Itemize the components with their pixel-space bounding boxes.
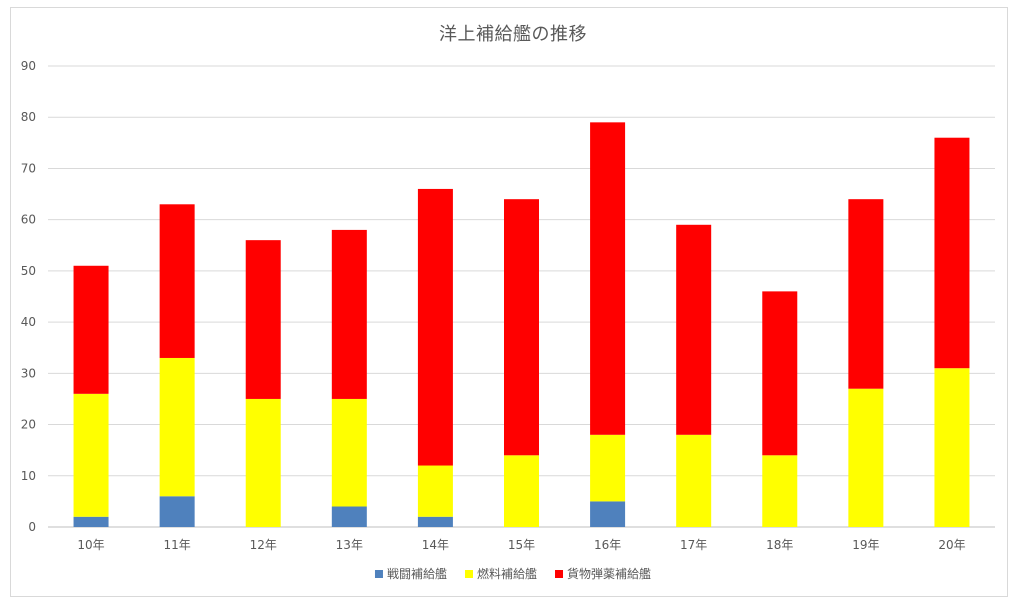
- x-tick-label: 17年: [680, 538, 707, 552]
- y-tick-label: 80: [21, 110, 36, 124]
- bar-segment: [417, 465, 453, 517]
- y-tick-label: 0: [28, 520, 36, 534]
- chart-title: 洋上補給艦の推移: [439, 24, 587, 45]
- bar-segment: [245, 240, 281, 399]
- bar-segment: [504, 455, 539, 527]
- bar-segment: [934, 137, 970, 369]
- x-tick-label: 18年: [766, 538, 793, 552]
- bar-segment: [331, 506, 367, 527]
- bar-segment: [417, 516, 453, 527]
- bar-segment: [676, 434, 712, 527]
- y-tick-label: 40: [21, 315, 36, 329]
- x-tick-label: 20年: [938, 538, 965, 552]
- x-tick-label: 14年: [422, 538, 449, 552]
- bar-segment: [159, 496, 195, 527]
- legend-item: 燃料補給艦: [464, 566, 537, 581]
- bar-segment: [73, 516, 109, 527]
- bar-segment: [762, 291, 798, 456]
- x-tick-label: 15年: [508, 538, 535, 552]
- y-tick-label: 60: [21, 213, 36, 227]
- x-axis-tick-labels: 10年 11年 12年 13年 14年 15年 16年 17年 18年 19年 20年: [77, 538, 965, 552]
- bar-segment: [676, 224, 712, 435]
- legend-item: 貨物弾薬補給艦: [555, 566, 651, 581]
- y-tick-label: 90: [21, 59, 36, 73]
- bar-segment: [73, 393, 109, 517]
- bar-segment: [590, 122, 626, 435]
- bar-segment: [848, 199, 884, 389]
- legend-label: 燃料補給艦: [477, 566, 537, 581]
- x-tick-label: 10年: [77, 538, 104, 552]
- bar-segment: [245, 398, 281, 527]
- y-tick-label: 10: [21, 469, 36, 483]
- legend-swatch: [374, 570, 383, 578]
- x-tick-label: 16年: [594, 538, 621, 552]
- legend-item: 戦闘補給艦: [374, 567, 447, 581]
- legend-label: 貨物弾薬補給艦: [567, 566, 651, 581]
- bar-segment: [331, 398, 367, 507]
- legend-label: 戦闘補給艦: [387, 567, 447, 581]
- bar-segment: [590, 434, 626, 502]
- legend-swatch: [464, 570, 473, 578]
- legend: 戦闘補給艦 燃料補給艦 貨物弾薬補給艦: [374, 566, 651, 581]
- bar-segment: [417, 188, 453, 466]
- y-tick-label: 30: [21, 366, 36, 380]
- x-tick-label: 12年: [250, 538, 277, 552]
- x-tick-label: 13年: [336, 538, 363, 552]
- bar-segment: [848, 388, 884, 527]
- y-tick-label: 20: [21, 418, 36, 432]
- x-tick-label: 19年: [852, 538, 879, 552]
- bar-segment: [73, 265, 109, 394]
- bar-segment: [504, 199, 539, 456]
- x-tick-label: 11年: [163, 538, 190, 552]
- bar-segment: [934, 368, 970, 527]
- bar-segment: [159, 204, 195, 358]
- y-tick-label: 50: [21, 264, 36, 278]
- bar-segment: [331, 229, 367, 399]
- bars: [73, 122, 970, 527]
- bar-segment: [762, 455, 798, 527]
- y-tick-label: 70: [21, 161, 36, 175]
- y-axis-tick-labels: 0 10 20 30 40 50 60 70 80 90: [21, 59, 36, 534]
- legend-swatch: [555, 570, 564, 578]
- bar-segment: [159, 357, 195, 497]
- bar-segment: [590, 501, 626, 527]
